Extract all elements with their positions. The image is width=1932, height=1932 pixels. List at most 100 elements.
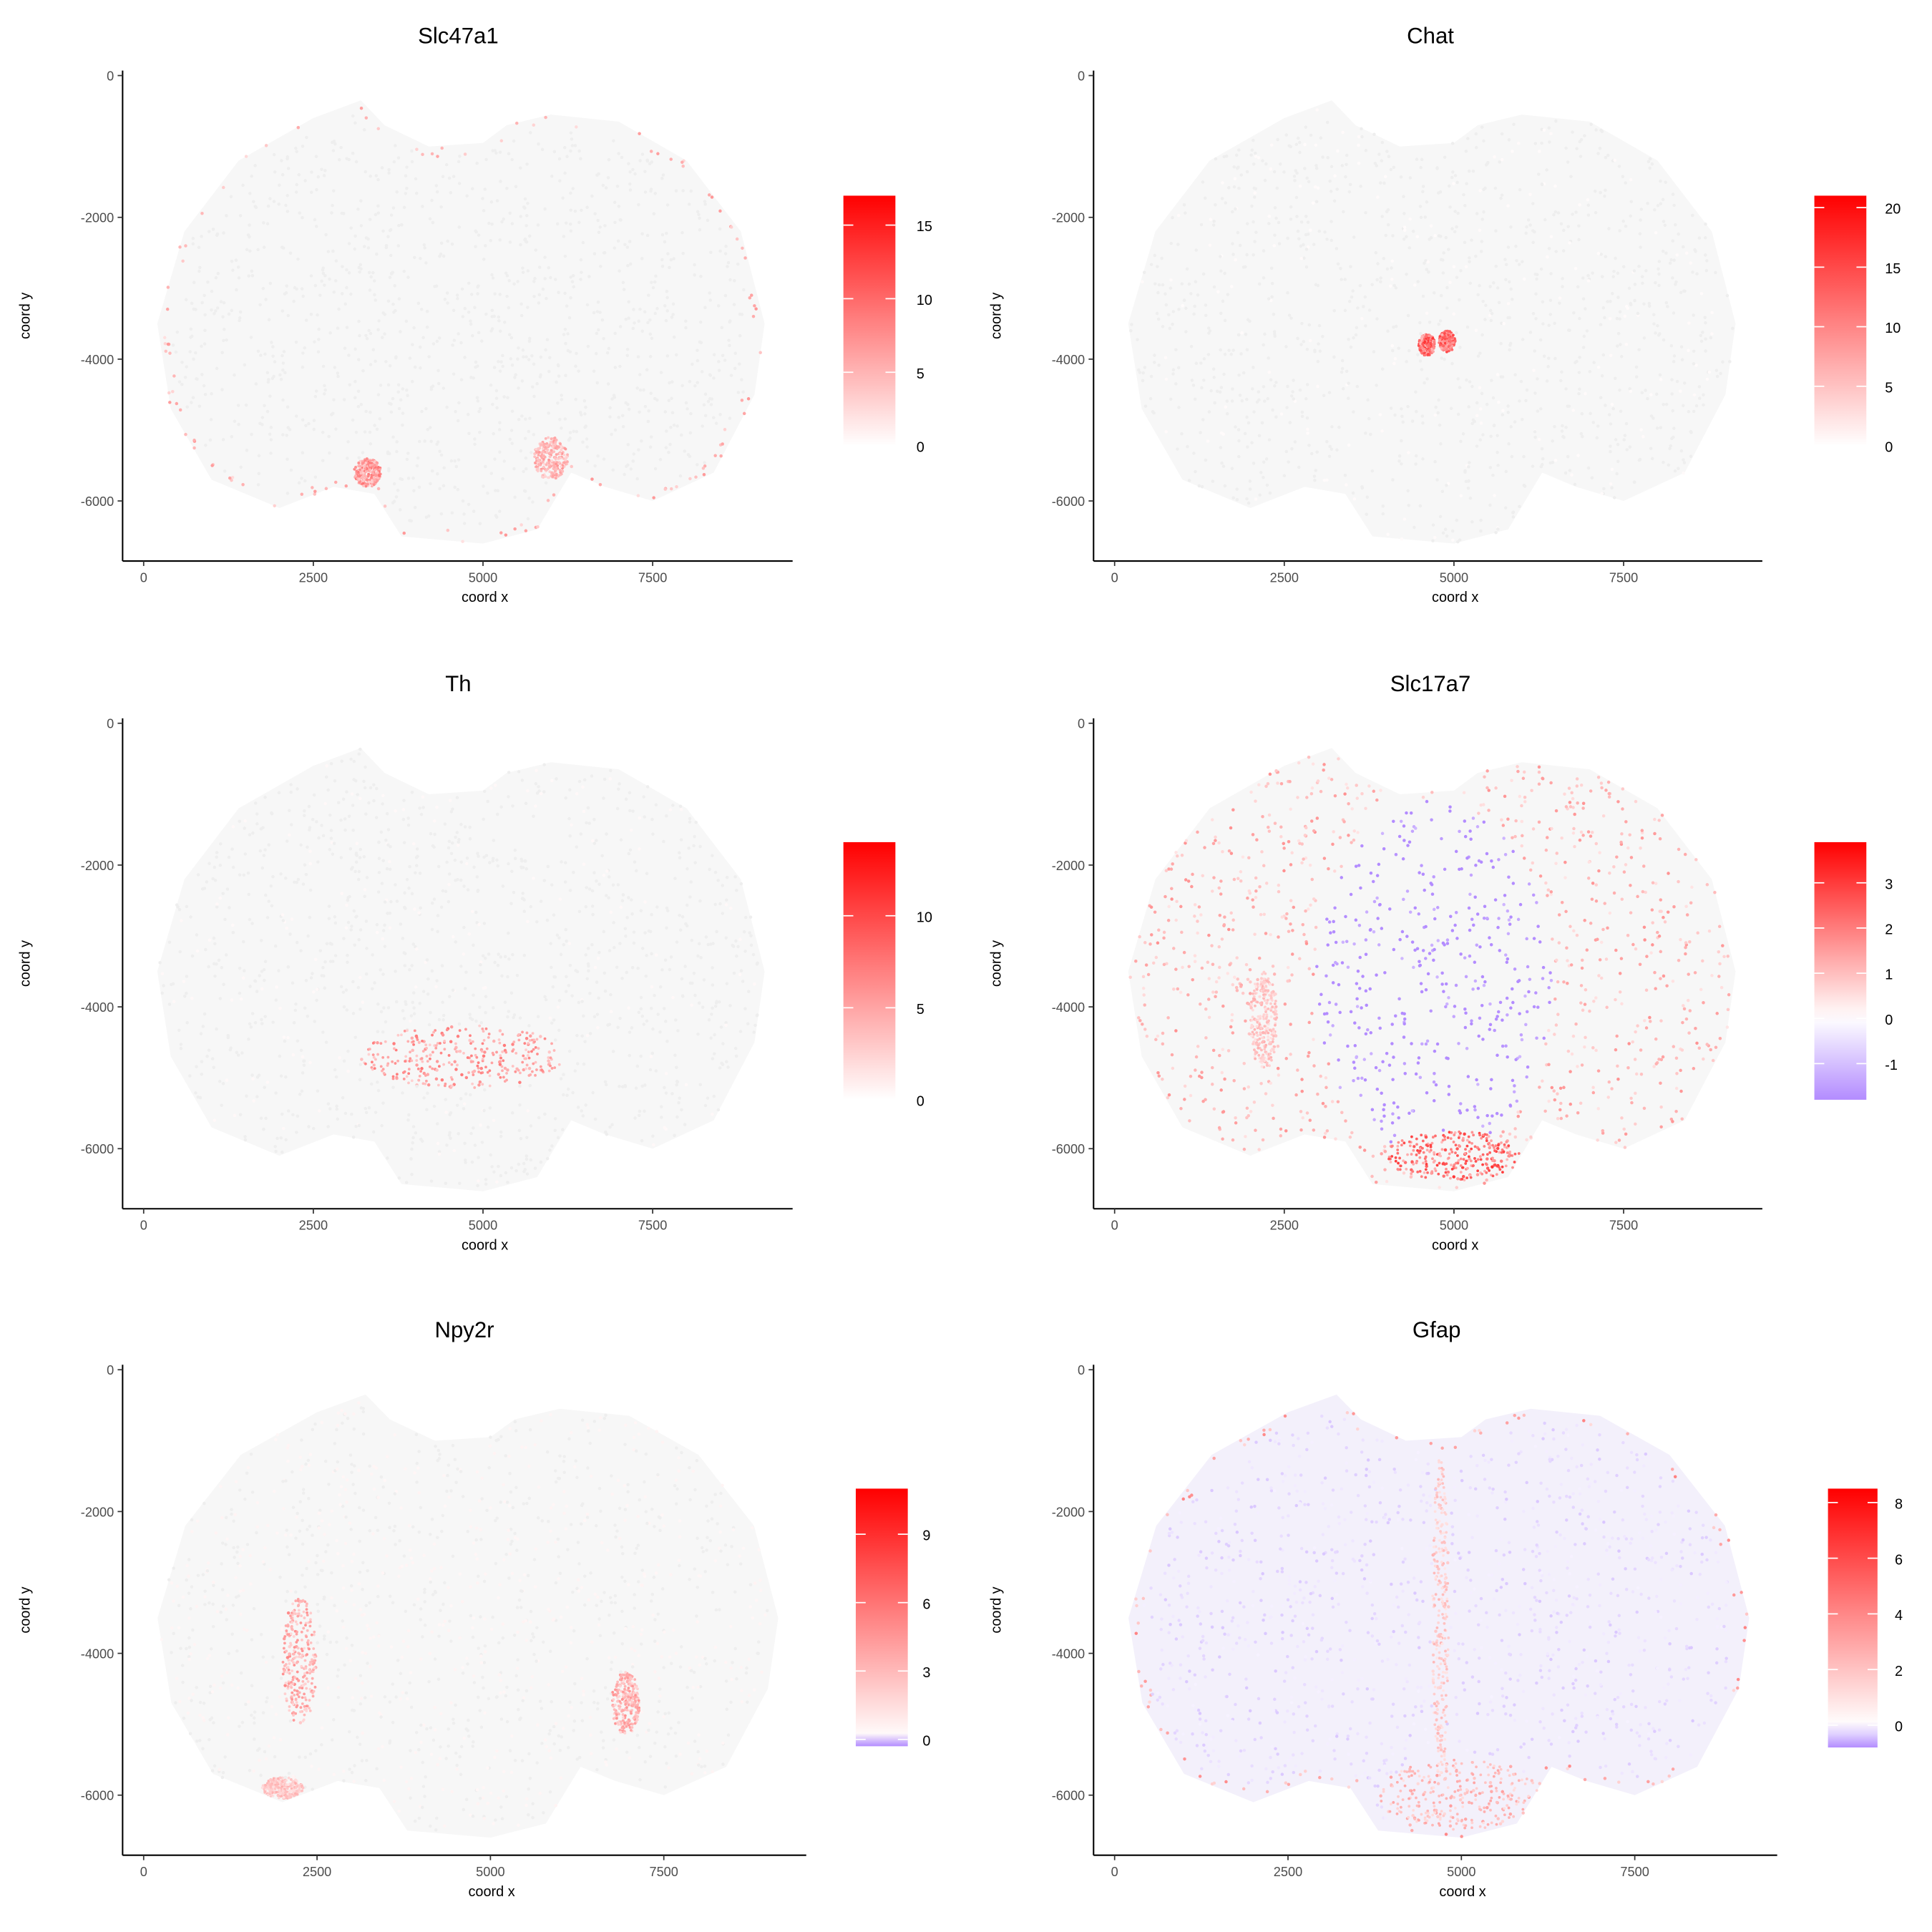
expression-point (175, 330, 180, 334)
expression-point (311, 990, 316, 994)
expression-point (195, 949, 200, 953)
expression-point (497, 428, 502, 431)
expression-point (521, 266, 525, 270)
expression-point (659, 1105, 663, 1108)
expression-point (1445, 484, 1448, 487)
expression-point (228, 906, 231, 909)
expression-point (326, 250, 331, 253)
expression-point (1586, 197, 1590, 202)
expression-point (570, 994, 574, 997)
expression-point (429, 1057, 431, 1060)
expression-point (1263, 332, 1267, 336)
expression-point (1475, 212, 1479, 215)
expression-point (1725, 293, 1729, 298)
expression-point (370, 475, 374, 479)
expression-point (1234, 425, 1237, 429)
expression-point (669, 157, 673, 161)
expression-point (298, 211, 301, 215)
expression-point (1692, 349, 1696, 353)
expression-point (663, 958, 668, 962)
expression-point (436, 369, 440, 373)
expression-point (626, 403, 630, 406)
expression-point (663, 487, 668, 491)
expression-point (332, 291, 336, 294)
expression-point (250, 1012, 255, 1015)
expression-point (419, 308, 424, 311)
expression-point (363, 474, 366, 478)
expression-point (1629, 200, 1634, 204)
expression-point (1318, 349, 1322, 353)
expression-point (1526, 218, 1531, 222)
expression-point (472, 376, 475, 380)
expression-point (162, 336, 167, 340)
expression-point (697, 213, 701, 217)
expression-point (638, 816, 642, 820)
expression-point (449, 810, 454, 814)
expression-point (704, 935, 708, 939)
expression-point (488, 861, 492, 864)
expression-point (380, 882, 384, 885)
expression-point (1478, 189, 1482, 192)
expression-point (462, 512, 466, 516)
expression-point (511, 1065, 514, 1068)
expression-point (1302, 256, 1306, 260)
expression-point (1663, 223, 1667, 228)
expression-point (359, 472, 363, 475)
expression-point (346, 440, 350, 444)
expression-point (328, 277, 331, 281)
expression-point (356, 404, 361, 409)
expression-point (1414, 390, 1418, 394)
expression-point (377, 319, 381, 323)
expression-point (454, 410, 457, 414)
expression-point (698, 844, 702, 849)
expression-point (1611, 406, 1615, 411)
expression-point (677, 1101, 680, 1105)
expression-point (1357, 135, 1361, 139)
expression-point (467, 932, 472, 936)
expression-point (260, 1022, 264, 1025)
expression-point (1699, 292, 1704, 296)
expression-point (618, 364, 622, 369)
expression-point (602, 874, 606, 877)
expression-point (1383, 175, 1387, 179)
expression-point (613, 331, 617, 336)
expression-point (1596, 366, 1601, 369)
expression-point (1272, 330, 1277, 333)
expression-point (573, 209, 577, 213)
expression-point (381, 1056, 385, 1059)
expression-point (1613, 158, 1616, 162)
expression-point (602, 457, 606, 461)
expression-point (710, 195, 714, 199)
expression-point (552, 975, 556, 979)
expression-point (1419, 215, 1423, 219)
expression-point (575, 1062, 580, 1065)
expression-point (402, 799, 406, 802)
expression-point (1478, 228, 1482, 232)
expression-point (412, 841, 416, 846)
expression-point (1421, 185, 1425, 188)
expression-point (364, 116, 369, 120)
expression-point (550, 1144, 554, 1148)
expression-point (452, 935, 455, 939)
expression-point (1533, 391, 1537, 395)
expression-point (645, 785, 650, 789)
expression-point (527, 497, 531, 500)
expression-point (1609, 482, 1613, 486)
expression-point (680, 915, 685, 919)
expression-point (1504, 278, 1508, 282)
expression-point (1209, 389, 1213, 393)
expression-point (1282, 170, 1286, 174)
expression-point (665, 1039, 669, 1043)
expression-point (1489, 434, 1493, 438)
expression-point (408, 1060, 411, 1063)
expression-point (1507, 138, 1511, 142)
expression-point (688, 820, 692, 824)
expression-point (613, 246, 617, 250)
expression-point (1304, 233, 1308, 237)
expression-point (544, 348, 547, 352)
expression-point (490, 223, 494, 226)
expression-point (525, 355, 528, 358)
expression-point (506, 975, 509, 979)
expression-point (617, 205, 621, 208)
expression-point (330, 942, 333, 946)
